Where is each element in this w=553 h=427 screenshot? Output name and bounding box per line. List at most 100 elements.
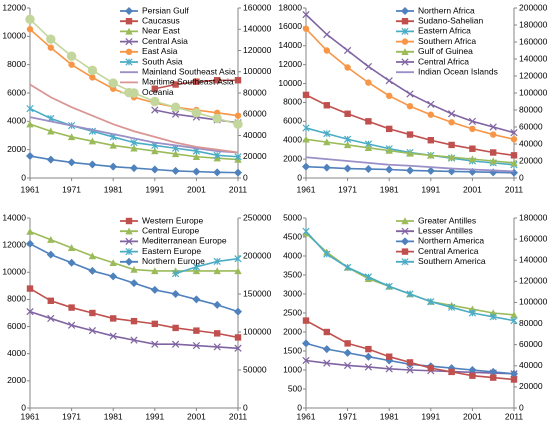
marker <box>510 376 518 383</box>
marker <box>406 149 414 157</box>
y-tick-label: 4000 <box>283 134 302 144</box>
marker <box>130 317 138 325</box>
marker <box>213 300 222 309</box>
marker <box>365 345 372 353</box>
x-tick-label: 1981 <box>104 184 123 194</box>
series-line <box>305 28 515 141</box>
marker <box>46 34 56 44</box>
y2-tick-label: 40000 <box>519 138 543 148</box>
y2-tick-label: 120000 <box>519 276 548 286</box>
marker <box>385 165 394 174</box>
y-tick-label: 12000 <box>278 59 302 69</box>
series-line <box>29 116 239 154</box>
marker <box>469 145 476 152</box>
series-line <box>29 243 239 313</box>
marker <box>302 124 310 132</box>
y-tick-label: 14000 <box>278 40 302 50</box>
y2-tick-label: 200000 <box>243 250 272 260</box>
legend-marker <box>125 27 133 35</box>
marker <box>323 102 330 109</box>
legend-marker <box>401 7 409 15</box>
y-tick-label: 14000 <box>2 212 26 222</box>
marker <box>171 110 180 118</box>
marker <box>66 51 77 61</box>
marker <box>234 267 242 275</box>
marker <box>130 164 138 173</box>
y-tick-label: 1500 <box>283 345 302 355</box>
marker <box>233 119 243 129</box>
marker <box>322 345 331 354</box>
panel: 0200040006000800010000120000200004000060… <box>2 2 271 194</box>
marker <box>510 129 518 137</box>
x-tick-label: 1961 <box>297 411 316 421</box>
marker <box>489 123 497 131</box>
y2-tick-label: 250000 <box>243 212 272 222</box>
marker <box>344 340 351 347</box>
legend-label: Maritime Southeast Asia <box>142 77 234 87</box>
marker <box>406 90 414 98</box>
y-tick-label: 500 <box>288 383 302 393</box>
marker <box>109 272 118 281</box>
marker <box>151 147 159 155</box>
marker <box>323 30 331 39</box>
y2-tick-label: 180000 <box>519 19 548 29</box>
marker <box>385 77 393 85</box>
y2-tick-label: 0 <box>519 172 524 182</box>
y-tick-label: 5000 <box>283 212 302 222</box>
marker <box>364 62 373 71</box>
marker <box>489 367 498 376</box>
series-line <box>29 83 239 154</box>
x-tick-label: 1981 <box>104 411 123 421</box>
marker <box>510 159 518 167</box>
y2-tick-label: 120000 <box>243 45 272 55</box>
y-tick-label: 2000 <box>283 326 302 336</box>
legend-label: Caucasus <box>142 15 180 25</box>
series-line <box>29 287 239 339</box>
y-tick-label: 8000 <box>7 294 26 304</box>
legend-label: Gulf of Guinea <box>418 46 473 56</box>
marker <box>343 46 352 55</box>
marker <box>171 166 180 175</box>
marker <box>343 141 352 149</box>
marker <box>510 168 518 177</box>
marker <box>468 366 477 374</box>
marker <box>130 336 138 344</box>
legend-label: Southern Africa <box>418 36 476 46</box>
legend-label: East Asia <box>142 46 178 56</box>
x-tick-label: 1971 <box>62 411 81 421</box>
marker <box>385 146 393 154</box>
marker <box>406 103 414 110</box>
y-tick-label: 8000 <box>7 59 26 69</box>
x-tick-label: 2001 <box>463 411 482 421</box>
legend-label: Northern Africa <box>418 5 475 15</box>
legend-label: Northern Europe <box>142 256 205 266</box>
marker <box>468 309 477 317</box>
marker <box>364 363 373 371</box>
x-tick-label: 1991 <box>421 411 440 421</box>
marker <box>130 144 138 152</box>
y-tick-label: 10000 <box>278 78 302 88</box>
legend-label: Greater Antilles <box>418 215 476 225</box>
marker <box>302 356 310 365</box>
marker <box>323 129 331 138</box>
marker <box>213 343 221 351</box>
legend-marker <box>125 247 133 256</box>
panel: 0 2000 4000 6000 8000 10000 12000 14000 0 50000 10… <box>2 212 271 421</box>
marker <box>110 315 117 322</box>
legend-marker <box>401 248 409 255</box>
x-tick-label: 1971 <box>62 184 81 194</box>
marker <box>322 163 331 172</box>
legend-marker <box>125 257 133 266</box>
y2-tick-label: 100000 <box>243 66 272 76</box>
x-tick-label: 1961 <box>297 184 316 194</box>
marker <box>151 340 159 348</box>
legend-marker <box>125 237 133 246</box>
marker <box>88 137 97 145</box>
marker <box>214 77 221 84</box>
marker <box>234 112 242 119</box>
marker <box>191 108 202 118</box>
marker <box>171 150 180 158</box>
marker <box>109 162 118 171</box>
marker <box>386 92 393 100</box>
legend-marker <box>401 227 409 235</box>
